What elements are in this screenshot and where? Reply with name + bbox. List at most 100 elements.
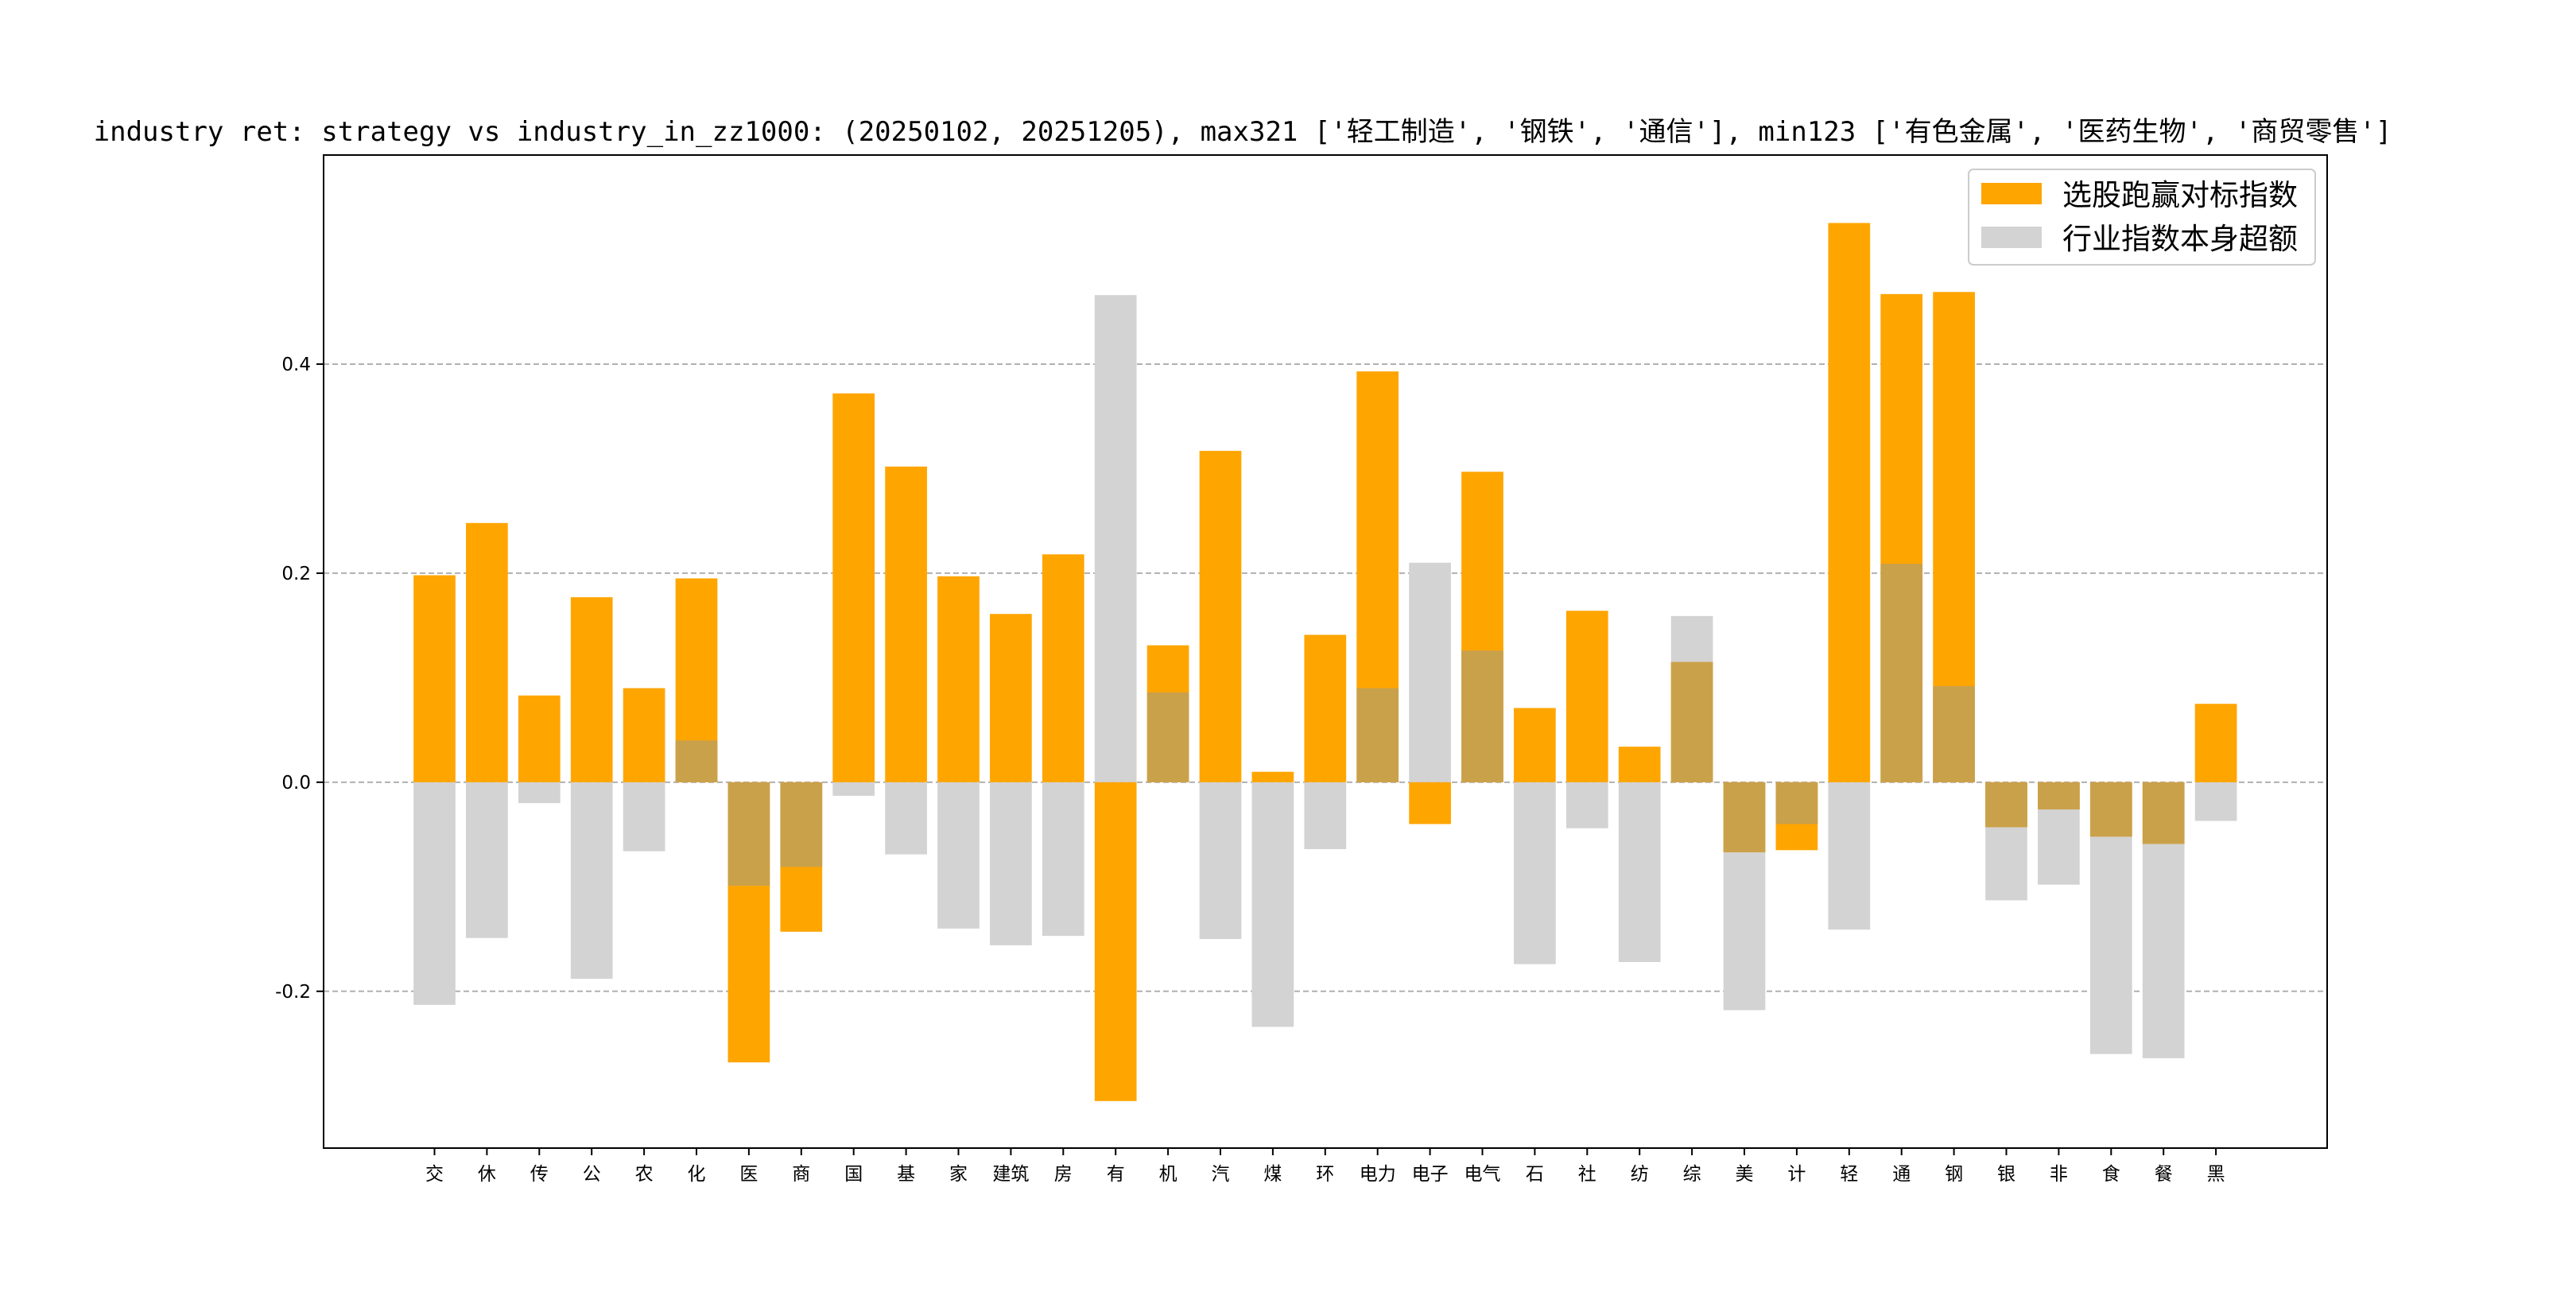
x-tick-label: 电气	[1465, 1164, 1501, 1185]
bar-overlap	[1723, 782, 1766, 852]
legend: 选股跑赢对标指数 行业指数本身超额	[1968, 169, 2316, 266]
bar-overlap	[2089, 782, 2132, 837]
x-tick-label: 建筑	[992, 1164, 1029, 1185]
x-tick-label: 基	[897, 1164, 915, 1185]
bar-strategy-excess	[623, 688, 665, 782]
chart-title: industry ret: strategy vs industry_in_zz…	[94, 116, 2392, 148]
x-tick-label: 食	[2102, 1164, 2120, 1185]
x-tick-label: 房	[1054, 1164, 1073, 1185]
x-tick-label: 电子	[1412, 1164, 1449, 1185]
x-tick-label: 黑	[2207, 1164, 2225, 1185]
x-tick-label: 非	[2050, 1164, 2068, 1185]
bar-overlap	[1670, 662, 1713, 782]
bar-industry-excess	[623, 782, 665, 852]
bar-strategy-excess	[466, 522, 508, 782]
bar-strategy-excess	[518, 695, 561, 782]
bar-industry-excess	[1409, 562, 1451, 782]
x-tick-label: 公	[583, 1164, 601, 1185]
bar-overlap	[1880, 564, 1923, 782]
legend-label-gray: 行业指数本身超额	[2062, 222, 2298, 256]
x-tick-label: 纺	[1631, 1164, 1649, 1185]
x-tick-label: 餐	[2155, 1164, 2173, 1185]
bar-overlap	[727, 782, 770, 887]
bar-overlap	[2038, 782, 2080, 810]
x-tick-label: 化	[688, 1164, 706, 1185]
x-tick-label: 银	[1997, 1164, 2015, 1185]
overlap-bars	[675, 564, 2185, 887]
bar-overlap	[1933, 685, 1975, 782]
x-tick-label: 医	[739, 1164, 758, 1185]
series-orange-bars	[413, 223, 2237, 1101]
bar-industry-excess	[1199, 782, 1242, 940]
bar-strategy-excess	[885, 466, 927, 782]
x-tick-label: 轻	[1840, 1164, 1858, 1185]
x-tick-label: 电力	[1360, 1164, 1396, 1185]
bar-overlap	[2142, 782, 2185, 844]
bar-industry-excess	[1042, 782, 1084, 937]
bar-industry-excess	[1565, 782, 1608, 828]
bar-industry-excess	[466, 782, 508, 938]
x-tick-label: 钢	[1945, 1164, 1963, 1185]
bar-strategy-excess	[570, 597, 613, 782]
legend-swatch-orange	[1981, 183, 2042, 204]
x-tick-label: 传	[530, 1164, 549, 1185]
bar-industry-excess	[1094, 295, 1137, 782]
bar-strategy-excess	[413, 575, 456, 782]
bar-overlap	[1356, 688, 1399, 782]
x-tick-label: 环	[1316, 1164, 1334, 1185]
bar-industry-excess	[832, 782, 875, 796]
x-tick-label: 休	[478, 1164, 496, 1185]
bar-strategy-excess	[1828, 223, 1871, 782]
bar-strategy-excess	[1304, 634, 1347, 782]
bar-strategy-excess	[1409, 782, 1451, 824]
x-tick-label: 计	[1787, 1164, 1806, 1185]
bar-overlap	[1146, 692, 1189, 782]
x-tick-label: 有	[1107, 1164, 1125, 1185]
x-tick-label: 商	[792, 1164, 810, 1185]
bar-industry-excess	[937, 782, 980, 929]
bar-strategy-excess	[1094, 782, 1137, 1101]
legend-box	[1968, 169, 2316, 266]
x-tick-label: 家	[949, 1164, 968, 1185]
bar-industry-excess	[1514, 782, 1556, 964]
bar-strategy-excess	[1514, 708, 1556, 782]
bar-industry-excess	[2194, 782, 2237, 821]
x-tick-label: 美	[1736, 1164, 1754, 1185]
y-tick-label: 0.2	[281, 564, 311, 584]
x-tick-label: 社	[1578, 1164, 1596, 1185]
bar-industry-excess	[885, 782, 927, 855]
x-tick-label: 交	[425, 1164, 444, 1185]
bar-industry-excess	[1304, 782, 1347, 849]
x-tick-label: 汽	[1212, 1164, 1230, 1185]
y-tick-label: -0.2	[275, 982, 311, 1003]
x-tick-label: 通	[1892, 1164, 1911, 1185]
x-axis: 交 休 传 公 农 化 医 商 国 基 家 建筑 房 有 机 汽 煤 环 电力 电子 电气 石 社 纺 综 美 计 轻 通 钢 银 非 食 餐 黑	[425, 1148, 2225, 1185]
bar-strategy-excess	[937, 576, 980, 782]
x-tick-label: 综	[1683, 1164, 1701, 1185]
bar-strategy-excess	[2194, 704, 2237, 782]
bar-strategy-excess	[832, 393, 875, 782]
bar-industry-excess	[1828, 782, 1871, 930]
bar-industry-excess	[413, 782, 456, 1005]
y-tick-label: 0.0	[281, 773, 311, 793]
bar-overlap	[780, 782, 823, 867]
bar-industry-excess	[570, 782, 613, 980]
bar-industry-excess	[1251, 782, 1294, 1027]
bar-strategy-excess	[1565, 611, 1608, 782]
bar-overlap	[1461, 650, 1503, 782]
bar-overlap	[675, 740, 718, 782]
bar-strategy-excess	[1042, 554, 1084, 782]
x-tick-label: 煤	[1263, 1164, 1282, 1185]
y-tick-label: 0.4	[281, 355, 311, 375]
bar-industry-excess	[990, 782, 1032, 945]
bar-strategy-excess	[1618, 747, 1661, 782]
x-tick-label: 机	[1159, 1164, 1177, 1185]
x-tick-label: 石	[1526, 1164, 1544, 1185]
bar-strategy-excess	[990, 614, 1032, 782]
bar-strategy-excess	[1199, 451, 1242, 782]
bar-overlap	[1775, 782, 1818, 824]
bar-industry-excess	[518, 782, 561, 804]
x-tick-label: 国	[844, 1164, 863, 1185]
